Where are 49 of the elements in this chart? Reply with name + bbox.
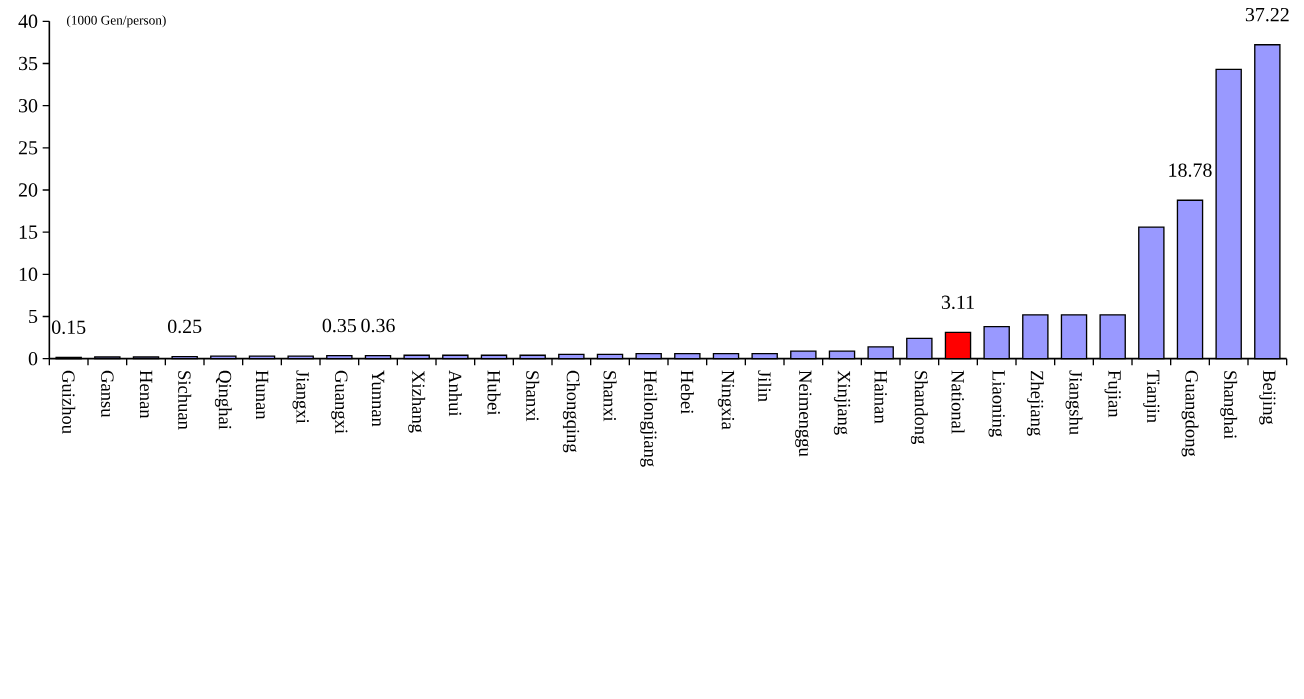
y-tick-label: 35 (19, 56, 38, 71)
data-label: 37.22 (1245, 8, 1289, 22)
x-tick-label: Shandong (910, 371, 928, 445)
x-tick-label: Jiangxi (292, 370, 309, 424)
x-tick-label: Beijing (1259, 370, 1276, 425)
x-tick-label: Chongqing (562, 370, 580, 453)
y-tick-label: 20 (18, 183, 38, 197)
x-tick-label: Shanxi (526, 371, 540, 422)
y-tick-label: 5 (29, 310, 38, 324)
x-tick-label: Fujian (1104, 370, 1121, 418)
y-tick-label: 30 (19, 99, 38, 113)
x-tick-label: Ningxia (717, 370, 735, 430)
x-tick-label: Hubei (487, 370, 501, 416)
x-tick-label: National (951, 370, 965, 434)
x-tick-label: Xizhang (408, 370, 426, 433)
x-tick-label: Jilin (758, 370, 772, 402)
x-tick-label: Yunnan (371, 370, 385, 427)
x-tick-label: Shanxi (603, 371, 617, 422)
data-label: 0.36 (361, 318, 395, 333)
x-tick-label: Gansu (101, 370, 114, 418)
x-tick-label: Jiangshu (1065, 370, 1083, 435)
data-label: 3.11 (941, 295, 974, 310)
x-tick-label: Henan (139, 370, 153, 419)
x-tick-label: Qinghai (214, 370, 232, 430)
data-label: 0.15 (51, 320, 86, 335)
x-tick-label: Anhui (448, 370, 462, 417)
x-tick-label: Hebei (680, 370, 694, 415)
x-tick-label: Hunan (255, 370, 269, 420)
data-label: 0.35 (322, 318, 356, 333)
x-tick-label: Xinjiang (833, 370, 851, 435)
y-tick-label: 25 (18, 141, 38, 155)
x-tick-label: Sichuan (178, 371, 192, 430)
x-tick-label: Guangdong (1181, 370, 1199, 457)
x-tick-label: Liaoning (988, 370, 1005, 437)
y-tick-label: 15 (19, 225, 38, 239)
x-tick-label: Guizhou (62, 370, 76, 434)
y-tick-label: 40 (18, 14, 38, 29)
y-tick-label: 10 (19, 267, 38, 282)
data-label: 18.78 (1169, 163, 1212, 178)
x-tick-label: Neimenggu (795, 370, 812, 457)
x-tick-label: Hainan (874, 370, 887, 424)
y-axis-title: (1000 Gen/person) (66, 15, 166, 28)
x-tick-label: Heilongjiang (640, 370, 658, 467)
data-label: 0.25 (167, 319, 202, 334)
y-tick-label: 0 (28, 352, 38, 366)
x-tick-label: Zhejiang (1026, 371, 1044, 436)
x-tick-label: Guangxi (331, 370, 348, 434)
x-tick-label: Tianjin (1143, 370, 1160, 423)
x-tick-label: Shanghai (1220, 371, 1238, 440)
